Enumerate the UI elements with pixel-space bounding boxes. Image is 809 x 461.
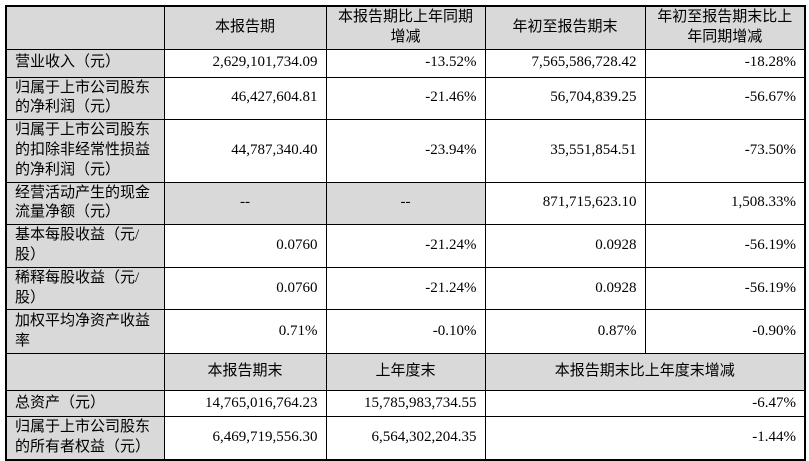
- table-row: 归属于上市公司股东的净利润（元） 46,427,604.81 -21.46% 56,7…: [5, 76, 806, 121]
- row-label: 加权平均净资产收益率: [5, 309, 165, 355]
- cell-value: -56.19%: [644, 266, 806, 311]
- cell-value: 2,629,101,734.09: [163, 48, 327, 78]
- row-label: 营业收入（元）: [5, 48, 165, 78]
- cell-value: 0.0928: [484, 266, 646, 311]
- table-row: 加权平均净资产收益率 0.71% -0.10% 0.87% -0.90%: [5, 309, 806, 355]
- table-row: 基本每股收益（元/股） 0.0760 -21.24% 0.0928 -56.19%: [5, 224, 806, 268]
- row-label: 归属于上市公司股东的所有者权益（元）: [5, 416, 165, 461]
- row-label: 基本每股收益（元/股）: [5, 224, 165, 268]
- financial-summary-table: 本报告期 本报告期比上年同期增减 年初至报告期末 年初至报告期末比上年同期增减 营业收入…: [5, 5, 806, 461]
- column-header: 本报告期末: [163, 353, 327, 392]
- column-header: 本报告期比上年同期增减: [325, 5, 486, 50]
- cell-value: -1.44%: [484, 416, 806, 461]
- cell-value: -18.28%: [644, 48, 806, 78]
- cell-value: 14,765,016,764.23: [163, 390, 327, 418]
- cell-value: 0.0928: [484, 224, 646, 268]
- cell-value: -0.10%: [325, 309, 486, 355]
- column-header: 本报告期: [163, 5, 327, 50]
- table-row: 总资产（元） 14,765,016,764.23 15,785,983,734.55…: [5, 390, 806, 418]
- corner-header-cell: [5, 353, 165, 392]
- row-label: 归属于上市公司股东的扣除非经常性损益的净利润（元）: [5, 119, 165, 183]
- cell-value: -21.46%: [325, 76, 486, 121]
- cell-value: 15,785,983,734.55: [325, 390, 486, 418]
- cell-value: -21.24%: [325, 266, 486, 311]
- cell-value: 0.0760: [163, 266, 327, 311]
- row-label: 稀释每股收益（元/股）: [5, 266, 165, 311]
- cell-value: -23.94%: [325, 119, 486, 183]
- column-header: 年初至报告期末比上年同期增减: [644, 5, 806, 50]
- cell-value: 35,551,854.51: [484, 119, 646, 183]
- cell-value: 871,715,623.10: [484, 181, 646, 226]
- cell-value: 44,787,340.40: [163, 119, 327, 183]
- row-label: 归属于上市公司股东的净利润（元）: [5, 76, 165, 121]
- table-row: 归属于上市公司股东的所有者权益（元） 6,469,719,556.30 6,564,…: [5, 416, 806, 461]
- row-label: 总资产（元）: [5, 390, 165, 418]
- cell-value: 6,469,719,556.30: [163, 416, 327, 461]
- cell-value: -13.52%: [325, 48, 486, 78]
- row-label: 经营活动产生的现金流量净额（元）: [5, 181, 165, 226]
- cell-value: 1,508.33%: [644, 181, 806, 226]
- cell-value: 7,565,586,728.42: [484, 48, 646, 78]
- section2-header-row: 本报告期末 上年度末 本报告期末比上年度末增减: [5, 353, 806, 392]
- cell-value: 56,704,839.25: [484, 76, 646, 121]
- table-row: 稀释每股收益（元/股） 0.0760 -21.24% 0.0928 -56.19%: [5, 266, 806, 311]
- cell-value: 0.0760: [163, 224, 327, 268]
- cell-value: -56.19%: [644, 224, 806, 268]
- cell-value: 0.71%: [163, 309, 327, 355]
- cell-value: -0.90%: [644, 309, 806, 355]
- table-row: 归属于上市公司股东的扣除非经常性损益的净利润（元） 44,787,340.40 -2…: [5, 119, 806, 183]
- column-header: 本报告期末比上年度末增减: [484, 353, 806, 392]
- cell-value: -21.24%: [325, 224, 486, 268]
- cell-value: --: [163, 181, 327, 226]
- cell-value: 0.87%: [484, 309, 646, 355]
- table-row: 营业收入（元） 2,629,101,734.09 -13.52% 7,565,586,…: [5, 48, 806, 78]
- cell-value: --: [325, 181, 486, 226]
- column-header: 上年度末: [325, 353, 486, 392]
- cell-value: -56.67%: [644, 76, 806, 121]
- section1-header-row: 本报告期 本报告期比上年同期增减 年初至报告期末 年初至报告期末比上年同期增减: [5, 5, 806, 50]
- cell-value: -6.47%: [484, 390, 806, 418]
- column-header: 年初至报告期末: [484, 5, 646, 50]
- table-row: 经营活动产生的现金流量净额（元） -- -- 871,715,623.10 1,508.…: [5, 181, 806, 226]
- cell-value: 6,564,302,204.35: [325, 416, 486, 461]
- corner-header-cell: [5, 5, 165, 50]
- cell-value: -73.50%: [644, 119, 806, 183]
- cell-value: 46,427,604.81: [163, 76, 327, 121]
